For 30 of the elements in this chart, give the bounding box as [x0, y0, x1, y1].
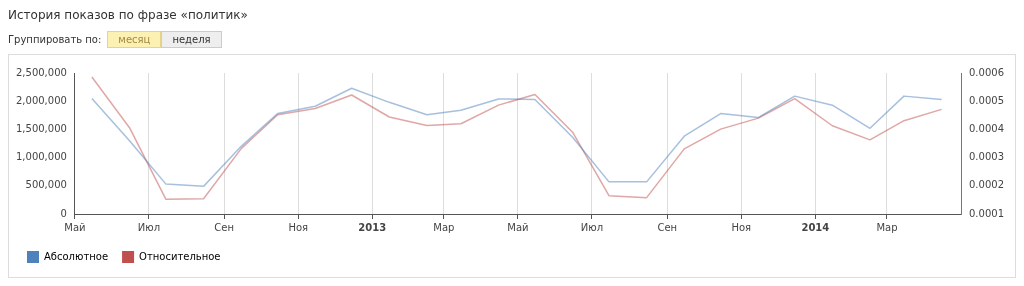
- x-tick-label: Мар: [433, 221, 455, 233]
- x-tick-label: Май: [507, 221, 529, 233]
- x-tick-label: Ноя: [288, 221, 309, 233]
- x-tick-label: Июл: [137, 221, 161, 233]
- y-tick-label: 1,500,000: [15, 122, 67, 134]
- y-tick-label: 2,500,000: [15, 66, 67, 78]
- x-tick-label: 2014: [801, 221, 830, 233]
- text: месяц: [107, 30, 162, 48]
- y-tick-label: 500,000: [25, 179, 67, 191]
- legend-label: Абсолютное: [44, 250, 109, 262]
- text: неделя: [161, 30, 222, 48]
- x-tick-label: Май: [64, 221, 86, 233]
- y-tick-label: 1,000,000: [15, 151, 67, 163]
- x-tick-label: 2013: [358, 221, 387, 233]
- y2-tick-label: 0.0001: [969, 207, 1005, 219]
- x-tick-label: Сен: [657, 221, 678, 233]
- y2-tick-label: 0.0003: [969, 151, 1005, 163]
- y2-tick-label: 0.0004: [969, 122, 1005, 134]
- text: Группировать по:: [8, 33, 102, 45]
- y2-tick-label: 0.0002: [969, 179, 1005, 191]
- y2-tick-label: 0.0006: [969, 66, 1005, 78]
- x-tick-label: Ноя: [731, 221, 752, 233]
- chart-title: История показов по фразе «политик»: [8, 8, 249, 22]
- y2-tick-label: 0.0005: [969, 94, 1005, 106]
- x-tick-label: Мар: [876, 221, 898, 233]
- y-tick-label: 2,000,000: [15, 94, 67, 106]
- x-tick-label: Июл: [580, 221, 604, 233]
- y-tick-label: 0: [60, 207, 67, 219]
- legend-label: Относительное: [139, 250, 221, 262]
- x-tick-label: Сен: [214, 221, 235, 233]
